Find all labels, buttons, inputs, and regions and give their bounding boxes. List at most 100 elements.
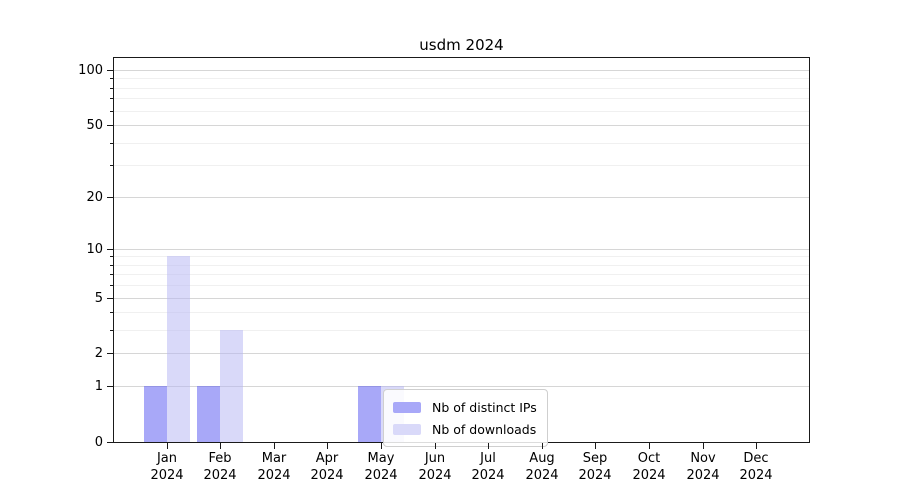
y-tick-mark [107, 353, 113, 354]
x-tick-mark [488, 443, 489, 449]
x-tick-mark [756, 443, 757, 449]
x-tick-label-month: Jun [424, 451, 446, 466]
y-minor-tick-mark [110, 330, 113, 331]
x-tick-label-year: 2024 [257, 468, 291, 483]
x-tick-label: Jun 2024 [403, 450, 467, 484]
x-tick-label-year: 2024 [632, 468, 666, 483]
x-tick-label-month: Nov [690, 451, 716, 466]
legend-label: Nb of distinct IPs [432, 399, 537, 415]
y-tick-label: 10 [86, 242, 103, 257]
y-minor-tick-mark [110, 165, 113, 166]
x-tick-label-month: Jul [480, 451, 496, 466]
x-tick-label-year: 2024 [525, 468, 559, 483]
y-tick-mark [107, 386, 113, 387]
x-tick-label: May 2024 [349, 450, 413, 484]
y-tick-mark [107, 70, 113, 71]
x-tick-label-year: 2024 [471, 468, 505, 483]
minor-gridline [114, 88, 809, 89]
x-tick-mark [381, 443, 382, 449]
major-gridline [114, 249, 809, 250]
y-tick-mark [107, 249, 113, 250]
x-tick-label-year: 2024 [150, 468, 184, 483]
x-tick-label: Dec 2024 [724, 450, 788, 484]
x-tick-label-year: 2024 [418, 468, 452, 483]
y-minor-tick-mark [110, 312, 113, 313]
y-minor-tick-mark [110, 143, 113, 144]
x-tick-label: Apr 2024 [295, 450, 359, 484]
major-gridline [114, 353, 809, 354]
y-tick-label: 50 [86, 118, 103, 133]
x-tick-mark [703, 443, 704, 449]
chart-title: usdm 2024 [419, 36, 504, 54]
x-tick-label: Aug 2024 [510, 450, 574, 484]
x-tick-label-year: 2024 [203, 468, 237, 483]
plot-area: Nb of distinct IPs Nb of downloads [113, 57, 810, 447]
x-tick-label: Jul 2024 [456, 450, 520, 484]
minor-gridline [114, 274, 809, 275]
y-tick-label: 1 [94, 379, 103, 394]
minor-gridline [114, 312, 809, 313]
x-tick-mark [274, 443, 275, 449]
minor-gridline [114, 111, 809, 112]
y-minor-tick-mark [110, 285, 113, 286]
x-tick-label-year: 2024 [739, 468, 773, 483]
major-gridline [114, 298, 809, 299]
x-tick-label-month: Aug [529, 451, 555, 466]
y-tick-label: 100 [78, 63, 103, 78]
x-tick-label-month: Sep [582, 451, 608, 466]
y-tick-mark [107, 125, 113, 126]
legend-label: Nb of downloads [432, 421, 537, 437]
x-tick-label-month: Jan [156, 451, 178, 466]
minor-gridline [114, 265, 809, 266]
y-tick-mark [107, 298, 113, 299]
x-tick-label-month: Oct [637, 451, 661, 466]
minor-gridline [114, 285, 809, 286]
x-tick-label-month: May [367, 451, 395, 466]
y-minor-tick-mark [110, 78, 113, 79]
bar-distinct-ips [144, 386, 167, 442]
minor-gridline [114, 256, 809, 257]
x-tick-label-year: 2024 [364, 468, 398, 483]
major-gridline [114, 125, 809, 126]
major-gridline [114, 70, 809, 71]
x-tick-mark [649, 443, 650, 449]
y-tick-label: 5 [94, 291, 103, 306]
y-tick-label: 0 [94, 435, 103, 450]
x-tick-label: Sep 2024 [563, 450, 627, 484]
bar-downloads [167, 256, 190, 442]
x-tick-mark [435, 443, 436, 449]
major-gridline [114, 386, 809, 387]
legend-swatch [393, 401, 421, 413]
y-tick-label: 2 [94, 346, 103, 361]
minor-gridline [114, 165, 809, 166]
minor-gridline [114, 78, 809, 79]
x-tick-label-year: 2024 [310, 468, 344, 483]
y-minor-tick-mark [110, 265, 113, 266]
x-tick-label: Feb 2024 [188, 450, 252, 484]
major-gridline [114, 197, 809, 198]
bar-distinct-ips [358, 386, 381, 442]
y-minor-tick-mark [110, 111, 113, 112]
x-tick-label-month: Mar [261, 451, 287, 466]
y-minor-tick-mark [110, 88, 113, 89]
x-tick-label: Mar 2024 [242, 450, 306, 484]
y-minor-tick-mark [110, 256, 113, 257]
x-tick-label: Oct 2024 [617, 450, 681, 484]
legend-item: Nb of downloads [393, 418, 537, 440]
minor-gridline [114, 330, 809, 331]
y-minor-tick-mark [110, 98, 113, 99]
bar-distinct-ips [197, 386, 220, 442]
legend-swatch [393, 423, 421, 435]
x-tick-label-month: Apr [315, 451, 339, 466]
x-tick-mark [595, 443, 596, 449]
x-tick-mark [220, 443, 221, 449]
legend: Nb of distinct IPs Nb of downloads [383, 389, 548, 447]
x-tick-label: Jan 2024 [135, 450, 199, 484]
minor-gridline [114, 98, 809, 99]
x-tick-mark [167, 443, 168, 449]
x-tick-label: Nov 2024 [671, 450, 735, 484]
legend-item: Nb of distinct IPs [393, 396, 537, 418]
x-tick-mark [327, 443, 328, 449]
x-tick-label-month: Feb [208, 451, 232, 466]
